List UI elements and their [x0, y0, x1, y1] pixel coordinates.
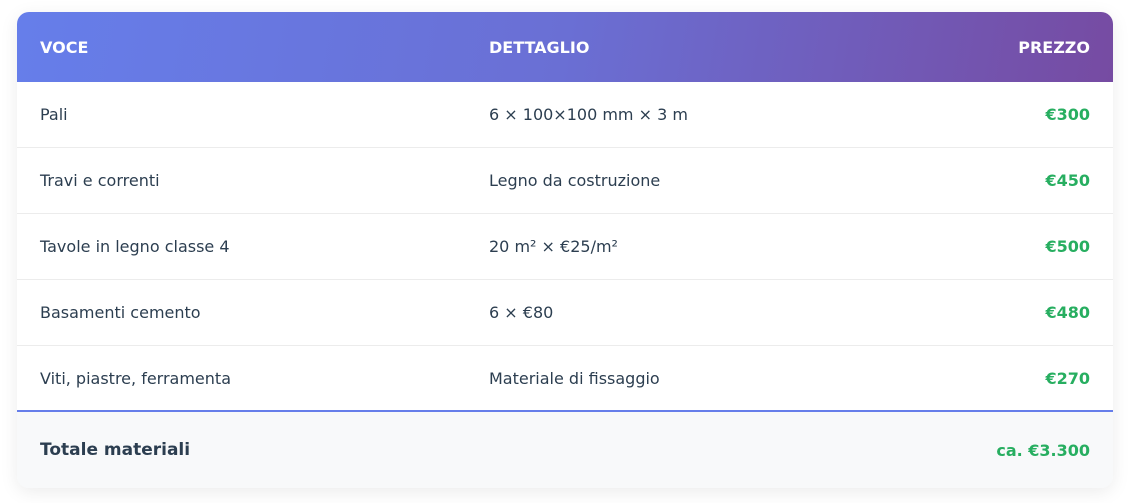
table-row: Basamenti cemento 6 × €80 €480: [17, 280, 1113, 346]
price-cell: €450: [1045, 171, 1090, 190]
detail-cell: 6 × 100×100 mm × 3 m: [489, 105, 688, 124]
table-row: Pali 6 × 100×100 mm × 3 m €300: [17, 82, 1113, 148]
price-cell: €480: [1045, 303, 1090, 322]
header-voce: VOCE: [40, 37, 89, 57]
detail-cell: 6 × €80: [489, 303, 554, 322]
detail-cell: 20 m² × €25/m²: [489, 237, 618, 256]
detail-cell: Legno da costruzione: [489, 171, 661, 190]
price-cell: €300: [1045, 105, 1090, 124]
total-value: ca. €3.300: [996, 440, 1090, 460]
item-cell: Viti, piastre, ferramenta: [40, 368, 231, 388]
item-cell: Pali: [40, 105, 68, 124]
table-row: Viti, piastre, ferramenta Materiale di f…: [17, 346, 1113, 412]
header-prezzo: PREZZO: [1018, 37, 1090, 57]
table-row: Tavole in legno classe 4 20 m² × €25/m² …: [17, 214, 1113, 280]
item-cell: Basamenti cemento: [40, 303, 201, 322]
total-row: Totale materiali ca. €3.300: [17, 412, 1113, 488]
item-cell: Tavole in legno classe 4: [40, 237, 230, 256]
table-row: Travi e correnti Legno da costruzione €4…: [17, 148, 1113, 214]
item-cell: Travi e correnti: [40, 171, 160, 190]
header-dettaglio: DETTAGLIO: [489, 37, 590, 57]
price-cell: €500: [1045, 237, 1090, 256]
total-label: Totale materiali: [40, 440, 191, 460]
materials-cost-table: VOCE DETTAGLIO PREZZO Pali 6 × 100×100 m…: [17, 12, 1113, 488]
price-cell: €270: [1045, 368, 1090, 388]
detail-cell: Materiale di fissaggio: [489, 368, 660, 388]
table-header: VOCE DETTAGLIO PREZZO: [17, 12, 1113, 82]
